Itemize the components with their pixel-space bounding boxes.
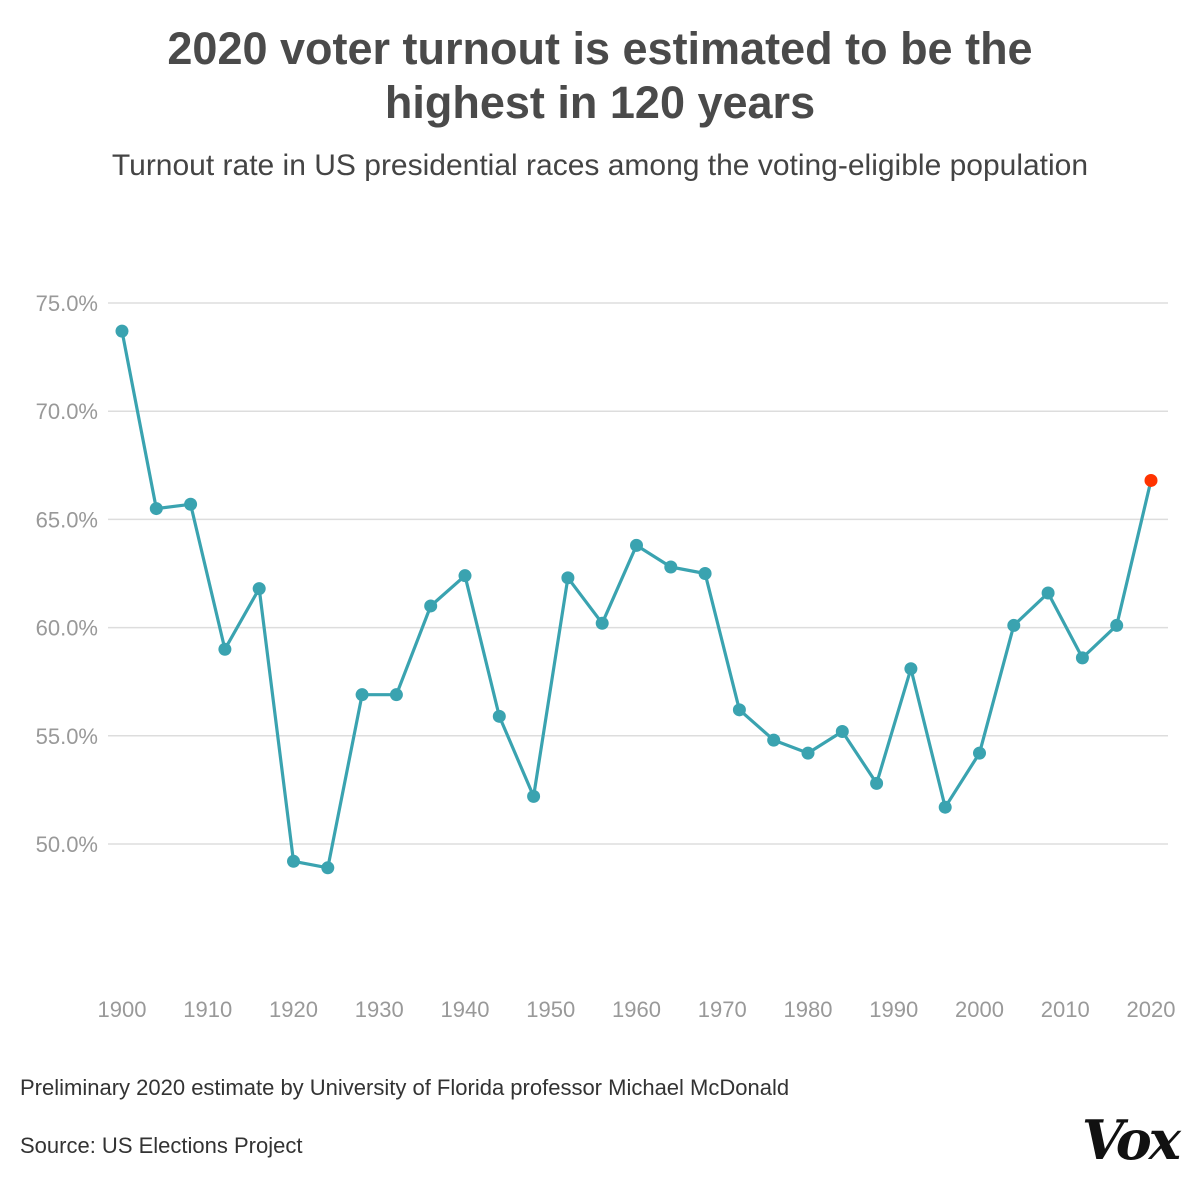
x-tick-label: 1950	[526, 997, 575, 1022]
data-point	[801, 746, 815, 760]
x-tick-label: 1900	[98, 997, 147, 1022]
data-point	[492, 709, 506, 723]
x-tick-label: 1940	[441, 997, 490, 1022]
y-tick-label: 55.0%	[36, 724, 98, 749]
data-point	[355, 688, 369, 702]
x-tick-label: 2010	[1041, 997, 1090, 1022]
footnote: Preliminary 2020 estimate by University …	[20, 1075, 790, 1100]
x-tick-label: 2000	[955, 997, 1004, 1022]
x-tick-label: 1910	[183, 997, 232, 1022]
data-point	[767, 733, 781, 747]
data-point	[424, 599, 438, 613]
data-point	[630, 538, 643, 552]
title-line-2: highest in 120 years	[384, 77, 816, 128]
data-point	[252, 582, 266, 596]
data-point	[149, 502, 163, 516]
data-point	[287, 854, 300, 868]
chart-subtitle: Turnout rate in US presidential races am…	[111, 149, 1089, 182]
source-note: Source: US Elections Project	[20, 1133, 303, 1158]
data-point	[1075, 651, 1089, 665]
data-point	[904, 662, 918, 676]
data-point	[595, 616, 609, 630]
data-point	[1110, 618, 1124, 632]
data-point	[1007, 618, 1021, 632]
y-tick-label: 60.0%	[36, 616, 98, 641]
x-tick-label: 1970	[698, 997, 747, 1022]
x-tick-label: 2020	[1127, 997, 1176, 1022]
line-chart: 50.0%55.0%60.0%65.0%70.0%75.0% 1900 1910 1…	[36, 291, 1176, 1022]
data-point	[458, 569, 472, 583]
data-point	[115, 324, 129, 338]
x-tick-label: 1960	[612, 997, 661, 1022]
data-point	[938, 800, 952, 814]
data-point	[664, 560, 678, 574]
data-point	[321, 861, 335, 875]
data-point	[835, 724, 849, 738]
y-tick-label: 70.0%	[36, 399, 98, 424]
data-point	[698, 567, 712, 580]
x-tick-label: 1930	[355, 997, 404, 1022]
x-tick-label: 1980	[784, 997, 833, 1022]
y-tick-label: 65.0%	[36, 507, 98, 532]
data-point	[732, 703, 746, 717]
data-point	[389, 688, 403, 702]
data-point	[870, 776, 884, 790]
data-point	[1041, 586, 1055, 600]
y-axis-labels: 50.0% 55.0% 60.0% 65.0% 70.0% 75.0%	[36, 291, 98, 857]
gridlines	[108, 302, 1168, 845]
data-point	[973, 746, 986, 760]
y-tick-label: 50.0%	[36, 832, 98, 857]
data-point	[527, 789, 541, 803]
data-point-highlight	[1144, 473, 1158, 487]
x-tick-label: 1920	[269, 997, 318, 1022]
vox-logo: Vox	[1081, 1108, 1181, 1172]
data-point	[218, 642, 232, 656]
x-tick-label: 1990	[869, 997, 918, 1022]
x-axis-labels: 1900 1910 1920 1930 1940 1950 1960 1970 1980 1990…	[98, 997, 1176, 1022]
data-point	[184, 497, 198, 511]
title-line-1: 2020 voter turnout is estimated to be th…	[167, 23, 1033, 74]
y-tick-label: 75.0%	[36, 291, 98, 316]
chart-title: 2020 voter turnout is estimated to be th…	[0, 22, 1200, 130]
data-point	[561, 571, 575, 585]
data-points	[115, 324, 1158, 875]
